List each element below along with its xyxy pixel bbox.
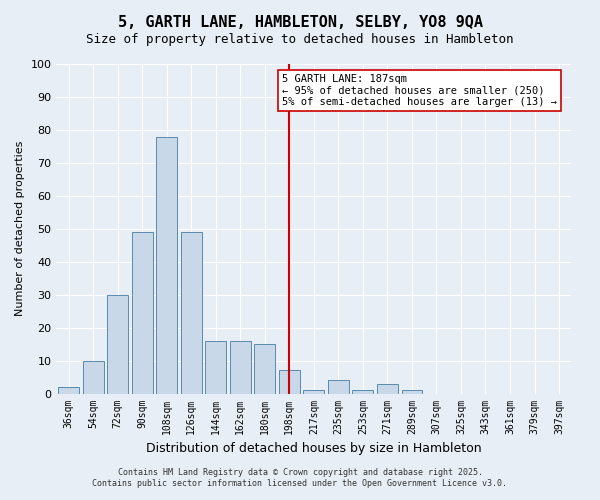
Text: 5 GARTH LANE: 187sqm
← 95% of detached houses are smaller (250)
5% of semi-detac: 5 GARTH LANE: 187sqm ← 95% of detached h… — [282, 74, 557, 107]
Bar — [352, 390, 373, 394]
Bar — [254, 344, 275, 394]
Bar — [304, 390, 324, 394]
Bar — [157, 136, 177, 394]
Text: Contains HM Land Registry data © Crown copyright and database right 2025.
Contai: Contains HM Land Registry data © Crown c… — [92, 468, 508, 487]
Text: 5, GARTH LANE, HAMBLETON, SELBY, YO8 9QA: 5, GARTH LANE, HAMBLETON, SELBY, YO8 9QA — [118, 15, 482, 30]
Bar — [107, 294, 128, 394]
X-axis label: Distribution of detached houses by size in Hambleton: Distribution of detached houses by size … — [146, 442, 482, 455]
Bar — [401, 390, 422, 394]
Bar — [58, 387, 79, 394]
Bar — [279, 370, 300, 394]
Bar — [230, 341, 251, 394]
Bar — [377, 384, 398, 394]
Y-axis label: Number of detached properties: Number of detached properties — [15, 141, 25, 316]
Bar — [205, 341, 226, 394]
Bar — [83, 360, 104, 394]
Bar — [132, 232, 152, 394]
Bar — [181, 232, 202, 394]
Text: Size of property relative to detached houses in Hambleton: Size of property relative to detached ho… — [86, 32, 514, 46]
Bar — [328, 380, 349, 394]
